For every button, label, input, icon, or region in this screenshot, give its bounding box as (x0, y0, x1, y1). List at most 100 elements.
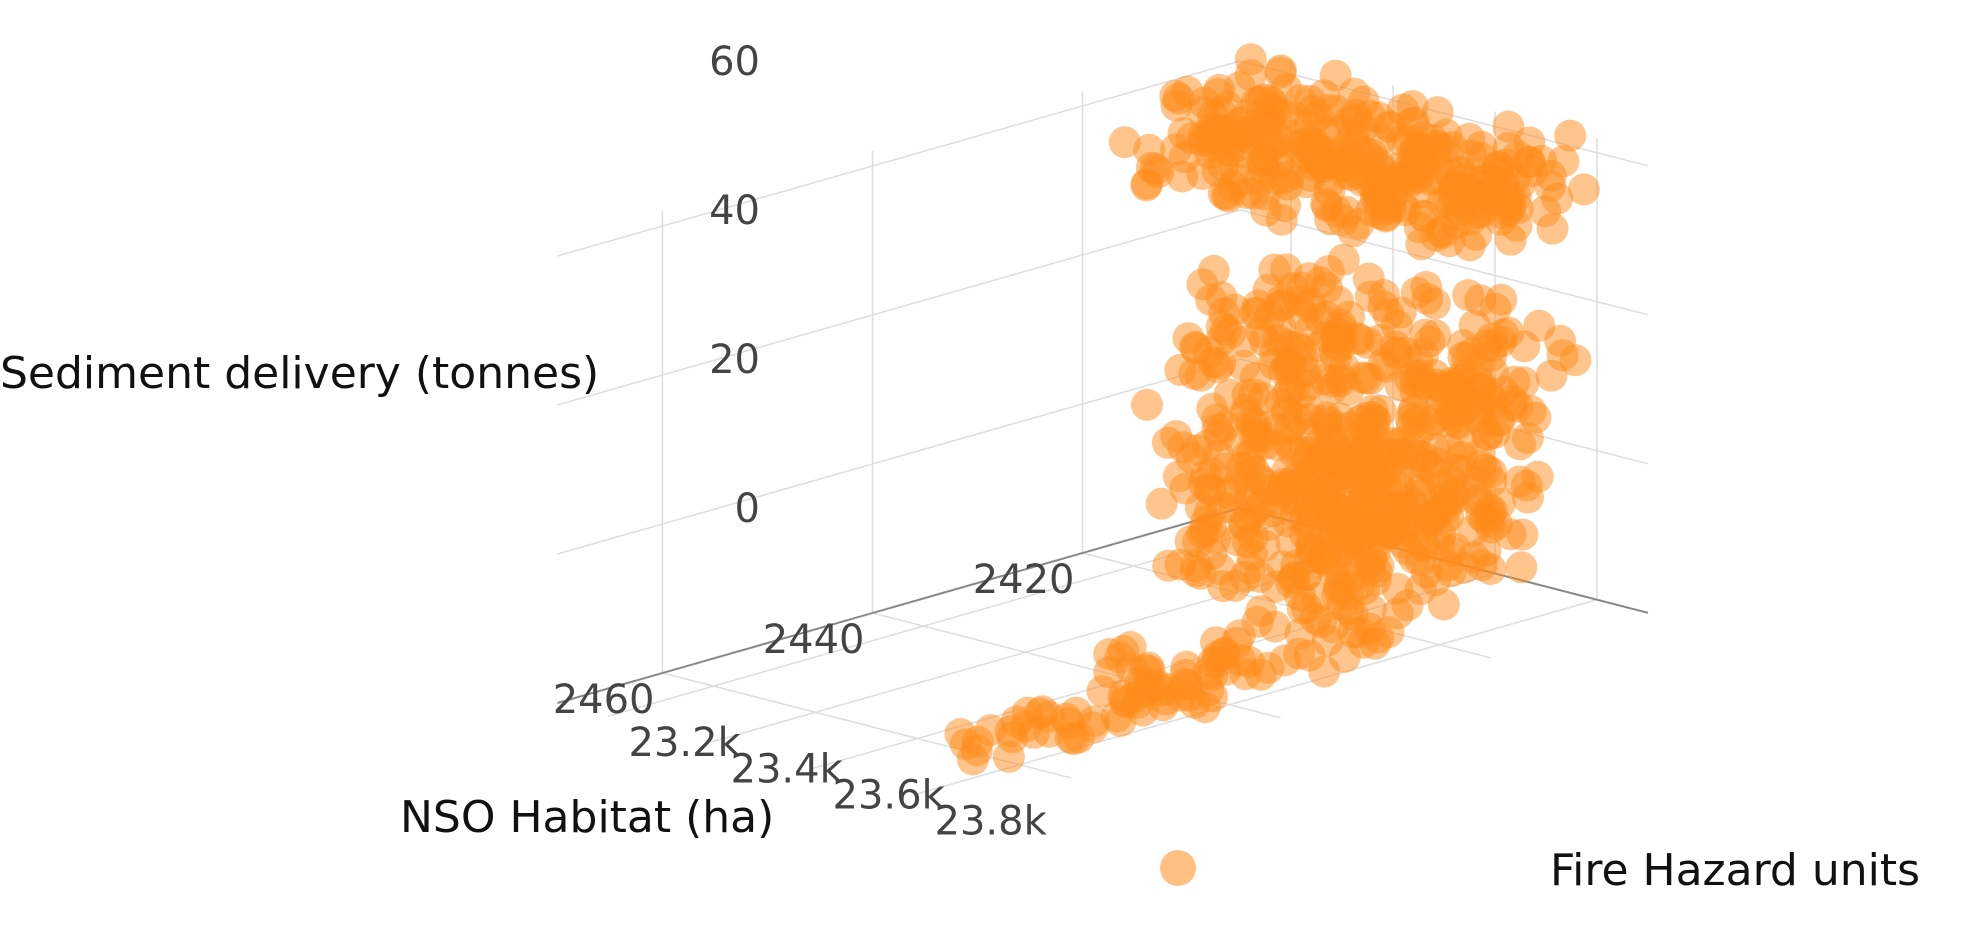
data-point (1322, 285, 1355, 318)
data-point (1391, 533, 1424, 566)
data-point (1145, 487, 1178, 520)
x-tick-label: 23.4k (731, 746, 844, 792)
x-tick-label: 23.6k (833, 773, 946, 819)
data-point (1504, 428, 1536, 461)
z-tick-label: 60 (709, 39, 760, 85)
data-point (1238, 297, 1271, 329)
data-point (1308, 655, 1341, 688)
data-point (1160, 89, 1193, 122)
nso-axis-line (557, 507, 1241, 704)
data-point (1554, 119, 1587, 152)
data-point (1324, 329, 1357, 362)
data-point (1343, 404, 1376, 437)
data-point (1280, 102, 1312, 135)
data-point (1419, 287, 1451, 320)
legend[interactable] (1160, 850, 1196, 886)
data-point (1433, 225, 1466, 258)
data-point (1474, 456, 1507, 489)
backwall-grid-sed (1239, 209, 1649, 316)
data-point (1265, 203, 1298, 236)
data-point (1271, 399, 1304, 431)
data-point (1228, 350, 1261, 382)
data-point (1212, 180, 1245, 213)
data-point (1534, 170, 1567, 202)
data-point (1235, 406, 1268, 439)
data-point (1253, 125, 1286, 158)
data-point (1519, 401, 1552, 434)
data-point (1214, 478, 1247, 511)
data-point (1375, 475, 1408, 508)
data-point (1295, 526, 1328, 559)
data-point (1423, 133, 1456, 166)
data-point (1311, 135, 1343, 168)
data-point (1134, 668, 1167, 701)
data-point (1473, 494, 1506, 527)
data-point (1348, 573, 1381, 606)
data-point (992, 740, 1025, 773)
data-point (1342, 616, 1375, 649)
data-point (1314, 203, 1347, 236)
data-point (1353, 430, 1386, 463)
sidewall-grid-sed (557, 209, 1241, 406)
data-point (1511, 481, 1544, 514)
data-point (1523, 309, 1556, 342)
data-point (1188, 86, 1221, 119)
data-point (1264, 54, 1297, 87)
data-point (1479, 292, 1512, 325)
data-point (1195, 538, 1228, 571)
data-point (1447, 428, 1479, 461)
points-layer (944, 43, 1600, 776)
floor-grid-nso (1082, 552, 1491, 659)
data-point (1266, 283, 1299, 316)
data-point (1167, 431, 1200, 464)
data-point (1327, 243, 1360, 276)
data-point (1441, 372, 1473, 405)
data-point (1280, 549, 1313, 582)
data-point (1364, 324, 1397, 356)
data-point (1410, 556, 1443, 589)
data-point (1287, 356, 1320, 389)
data-point (1354, 280, 1387, 313)
data-point (1384, 296, 1417, 329)
data-point (1171, 669, 1204, 701)
data-point (1290, 166, 1323, 199)
sidewall-grid-sed (557, 60, 1241, 257)
data-point (956, 743, 989, 776)
data-point (1355, 194, 1388, 227)
data-point (1435, 464, 1468, 497)
floor-grid-fire (914, 598, 1598, 796)
data-point (1350, 362, 1383, 395)
y-tick-label: 2420 (973, 557, 1075, 603)
legend-marker-icon (1160, 850, 1196, 886)
data-point (1429, 492, 1462, 525)
data-point (1535, 359, 1568, 392)
z-tick-label: 40 (709, 188, 760, 234)
data-point (1286, 592, 1319, 625)
data-point (1498, 365, 1531, 398)
data-point (1175, 122, 1208, 155)
data-point (1196, 658, 1229, 691)
data-point (1248, 529, 1281, 562)
data-point (1398, 393, 1431, 426)
x-tick-label: 23.8k (935, 799, 1048, 845)
y-axis-title: NSO Habitat (ha) (400, 792, 774, 843)
data-point (1505, 551, 1538, 584)
data-point (1131, 388, 1163, 421)
data-point (1172, 322, 1205, 355)
data-point (1248, 324, 1281, 357)
data-point (1567, 173, 1600, 206)
data-point (1164, 353, 1197, 386)
y-tick-label: 2440 (763, 617, 865, 663)
data-point (1152, 549, 1185, 582)
data-point (1104, 704, 1137, 737)
data-point (1506, 518, 1539, 551)
data-point (1317, 556, 1350, 589)
x-axis-title: Fire Hazard units (1550, 845, 1920, 896)
data-point (1439, 400, 1472, 433)
data-point (1196, 392, 1229, 425)
data-point (1054, 721, 1087, 754)
data-point (1427, 588, 1460, 621)
data-point (1108, 126, 1141, 159)
x-tick-label: 23.2k (629, 720, 742, 766)
